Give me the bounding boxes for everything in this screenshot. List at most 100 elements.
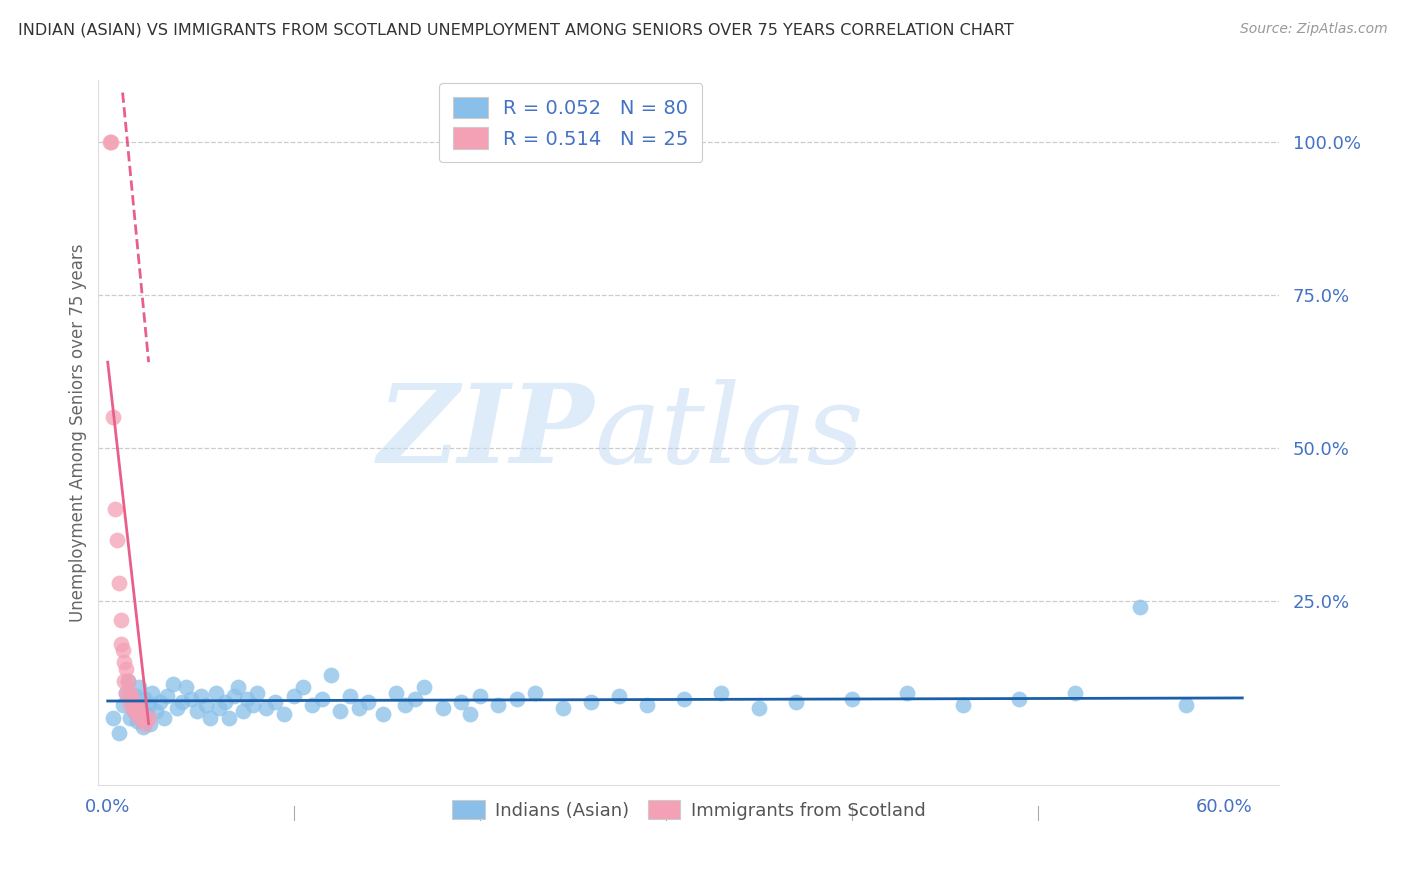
Point <box>122 705 145 719</box>
Point <box>1063 686 1085 700</box>
Point <box>1129 600 1152 615</box>
Point <box>129 705 152 719</box>
Point <box>195 698 218 713</box>
Point <box>122 705 145 719</box>
Point <box>152 710 174 724</box>
Point <box>952 698 974 713</box>
Point <box>371 707 394 722</box>
Text: INDIAN (ASIAN) VS IMMIGRANTS FROM SCOTLAND UNEMPLOYMENT AMONG SENIORS OVER 75 YE: INDIAN (ASIAN) VS IMMIGRANTS FROM SCOTLA… <box>18 22 1014 37</box>
Point <box>118 686 141 700</box>
Point <box>329 705 352 719</box>
Point <box>432 701 454 715</box>
Point <box>105 533 128 547</box>
Point <box>139 716 162 731</box>
Point <box>292 680 315 694</box>
Point <box>138 710 160 724</box>
Point <box>172 695 194 709</box>
Point <box>236 692 259 706</box>
Point <box>132 720 155 734</box>
Point <box>357 695 380 709</box>
Point <box>156 689 179 703</box>
Point <box>127 705 149 719</box>
Point <box>162 677 184 691</box>
Point <box>121 692 143 706</box>
Point <box>121 695 143 709</box>
Point <box>108 575 131 590</box>
Point <box>273 707 295 722</box>
Point <box>114 673 136 688</box>
Point <box>174 680 197 694</box>
Text: Source: ZipAtlas.com: Source: ZipAtlas.com <box>1240 22 1388 37</box>
Point <box>166 701 188 715</box>
Y-axis label: Unemployment Among Seniors over 75 years: Unemployment Among Seniors over 75 years <box>69 244 87 622</box>
Point <box>486 698 509 713</box>
Point <box>138 698 160 713</box>
Point <box>450 695 472 709</box>
Point <box>117 673 139 688</box>
Point <box>129 701 152 715</box>
Point <box>186 705 208 719</box>
Point <box>180 692 202 706</box>
Point <box>254 701 277 715</box>
Point <box>710 686 733 700</box>
Point <box>214 695 236 709</box>
Point <box>1175 698 1198 713</box>
Point <box>404 692 426 706</box>
Point <box>117 673 139 688</box>
Point <box>224 689 246 703</box>
Point <box>245 686 267 700</box>
Text: ZIP: ZIP <box>378 379 595 486</box>
Point <box>636 698 658 713</box>
Point <box>118 710 141 724</box>
Point <box>553 701 575 715</box>
Point <box>339 689 361 703</box>
Point <box>347 701 370 715</box>
Point <box>127 714 149 728</box>
Point <box>128 680 150 694</box>
Point <box>208 701 231 715</box>
Point <box>242 698 264 713</box>
Point <box>118 698 141 713</box>
Legend: Indians (Asian), Immigrants from Scotland: Indians (Asian), Immigrants from Scotlan… <box>440 787 938 832</box>
Point <box>785 695 807 709</box>
Point <box>1008 692 1031 706</box>
Point <box>283 689 305 703</box>
Point <box>128 710 150 724</box>
Point <box>124 698 146 713</box>
Point <box>134 692 156 706</box>
Point <box>198 710 221 724</box>
Point <box>132 710 155 724</box>
Point <box>468 689 491 703</box>
Point <box>607 689 630 703</box>
Point <box>103 410 125 425</box>
Point <box>111 698 134 713</box>
Point <box>115 686 138 700</box>
Point <box>104 502 127 516</box>
Point <box>301 698 323 713</box>
Point <box>110 613 132 627</box>
Point <box>673 692 696 706</box>
Point <box>264 695 287 709</box>
Point <box>134 716 156 731</box>
Point <box>394 698 416 713</box>
Point <box>190 689 212 703</box>
Point <box>111 643 134 657</box>
Point <box>124 689 146 703</box>
Point <box>385 686 408 700</box>
Point <box>98 135 121 149</box>
Point <box>581 695 603 709</box>
Point <box>460 707 482 722</box>
Point <box>103 710 125 724</box>
Point <box>204 686 226 700</box>
Point <box>145 705 167 719</box>
Point <box>524 686 547 700</box>
Point <box>232 705 254 719</box>
Point <box>141 686 163 700</box>
Point <box>110 637 132 651</box>
Point <box>226 680 249 694</box>
Point <box>149 695 172 709</box>
Point <box>115 661 138 675</box>
Point <box>218 710 240 724</box>
Point <box>100 135 122 149</box>
Point <box>506 692 529 706</box>
